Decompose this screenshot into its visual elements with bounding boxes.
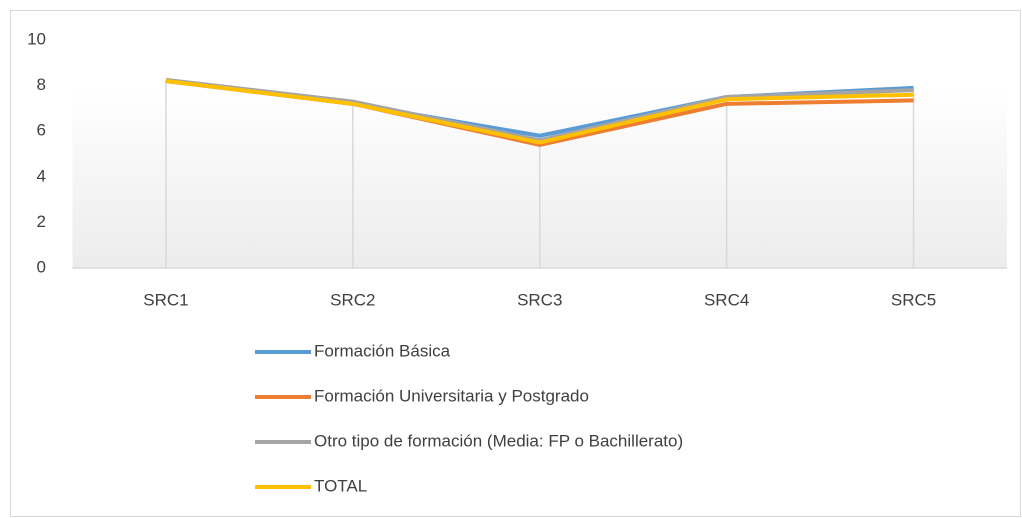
x-tick-label: SRC2 [330, 290, 375, 309]
legend-label: Formación Universitaria y Postgrado [314, 386, 589, 405]
series-line [165, 79, 914, 145]
x-tick-label: SRC5 [891, 290, 936, 309]
chart-border [10, 10, 1021, 517]
y-tick-label: 6 [37, 121, 46, 140]
legend-label: Otro tipo de formación (Media: FP o Bach… [314, 431, 683, 450]
legend-label: Formación Básica [314, 341, 451, 360]
y-tick-label: 0 [37, 257, 46, 276]
y-tick-label: 4 [37, 166, 46, 185]
y-tick-label: 10 [27, 29, 46, 48]
y-tick-label: 8 [37, 75, 46, 94]
x-tick-label: SRC3 [517, 290, 562, 309]
legend-label: TOTAL [314, 476, 367, 495]
y-tick-label: 2 [37, 212, 46, 231]
x-tick-label: SRC4 [704, 290, 749, 309]
x-tick-label: SRC1 [143, 290, 188, 309]
